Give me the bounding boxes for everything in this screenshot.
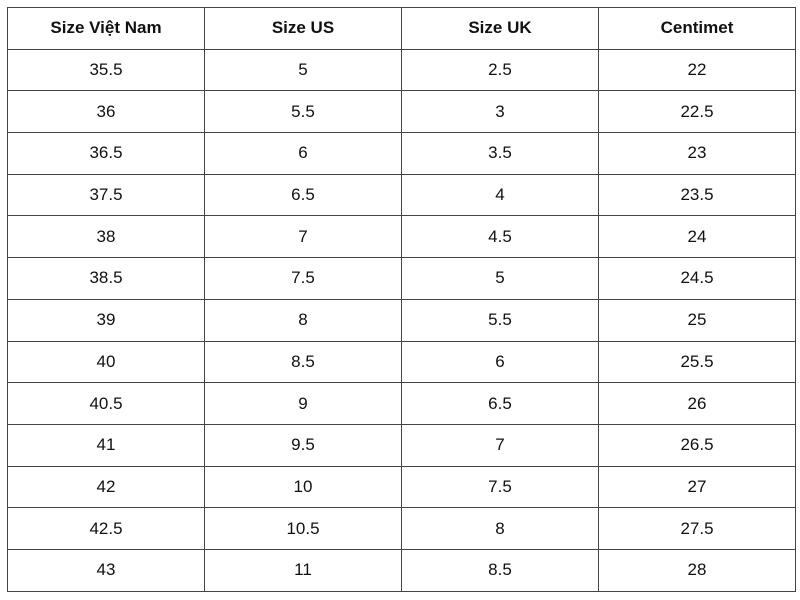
table-cell: 7.5 (401, 465, 599, 509)
table-cell: 42.5 (7, 507, 205, 550)
table-row: 41 9.5 7 26.5 (7, 423, 796, 467)
table-cell: 39 (7, 298, 205, 342)
table-cell: 5.5 (401, 298, 599, 342)
table-cell: 37.5 (7, 173, 205, 217)
table-header: Size Việt Nam Size US Size UK Centimet (7, 7, 796, 50)
table-cell: 26.5 (598, 423, 796, 467)
table-row: 36 5.5 3 22.5 (7, 90, 796, 134)
table-cell: 9 (204, 382, 402, 425)
table-cell: 5.5 (204, 90, 402, 134)
table-cell: 11 (204, 548, 402, 592)
table-row: 38 7 4.5 24 (7, 215, 796, 259)
table-cell: 4.5 (401, 215, 599, 259)
table-cell: 7 (401, 423, 599, 467)
table-cell: 23.5 (598, 173, 796, 217)
table-cell: 24 (598, 215, 796, 259)
table-row: 39 8 5.5 25 (7, 298, 796, 342)
table-cell: 8.5 (204, 340, 402, 384)
table-row: 42 10 7.5 27 (7, 465, 796, 509)
table-cell: 5 (204, 48, 402, 92)
table-cell: 23 (598, 132, 796, 175)
table-cell: 25.5 (598, 340, 796, 384)
header-cell: Size UK (401, 7, 599, 50)
table-cell: 8.5 (401, 548, 599, 592)
table-row: 43 11 8.5 28 (7, 548, 796, 592)
table-cell: 38.5 (7, 257, 205, 300)
size-table: Size Việt Nam Size US Size UK Centimet 35.5… (7, 7, 796, 592)
table-cell: 40 (7, 340, 205, 384)
table-cell: 5 (401, 257, 599, 300)
table-body: 35.5 5 2.5 22 36 5.5 3 22.5 36.5 6 3.5 23 37.5 6.5 4 23… (7, 48, 796, 592)
table-cell: 42 (7, 465, 205, 509)
table-cell: 22.5 (598, 90, 796, 134)
header-row: Size Việt Nam Size US Size UK Centimet (7, 7, 796, 50)
table-row: 35.5 5 2.5 22 (7, 48, 796, 92)
table-cell: 24.5 (598, 257, 796, 300)
table-cell: 35.5 (7, 48, 205, 92)
header-cell: Centimet (598, 7, 796, 50)
table-cell: 2.5 (401, 48, 599, 92)
table-cell: 28 (598, 548, 796, 592)
table-row: 40 8.5 6 25.5 (7, 340, 796, 384)
table-cell: 6.5 (401, 382, 599, 425)
table-cell: 6.5 (204, 173, 402, 217)
table-cell: 25 (598, 298, 796, 342)
table-row: 38.5 7.5 5 24.5 (7, 257, 796, 300)
table-row: 37.5 6.5 4 23.5 (7, 173, 796, 217)
table-cell: 27 (598, 465, 796, 509)
table-cell: 6 (401, 340, 599, 384)
table-cell: 3 (401, 90, 599, 134)
table-cell: 8 (401, 507, 599, 550)
table-cell: 6 (204, 132, 402, 175)
table-cell: 10.5 (204, 507, 402, 550)
table-cell: 27.5 (598, 507, 796, 550)
header-cell: Size US (204, 7, 402, 50)
table-cell: 10 (204, 465, 402, 509)
table-cell: 36.5 (7, 132, 205, 175)
table-cell: 43 (7, 548, 205, 592)
table-cell: 3.5 (401, 132, 599, 175)
table-cell: 38 (7, 215, 205, 259)
table-cell: 26 (598, 382, 796, 425)
table-row: 40.5 9 6.5 26 (7, 382, 796, 425)
table-cell: 40.5 (7, 382, 205, 425)
table-cell: 8 (204, 298, 402, 342)
table-cell: 9.5 (204, 423, 402, 467)
table-row: 36.5 6 3.5 23 (7, 132, 796, 175)
table-cell: 7 (204, 215, 402, 259)
table-cell: 4 (401, 173, 599, 217)
header-cell: Size Việt Nam (7, 7, 205, 50)
table-cell: 41 (7, 423, 205, 467)
table-row: 42.5 10.5 8 27.5 (7, 507, 796, 550)
table-cell: 7.5 (204, 257, 402, 300)
table-cell: 36 (7, 90, 205, 134)
table-cell: 22 (598, 48, 796, 92)
